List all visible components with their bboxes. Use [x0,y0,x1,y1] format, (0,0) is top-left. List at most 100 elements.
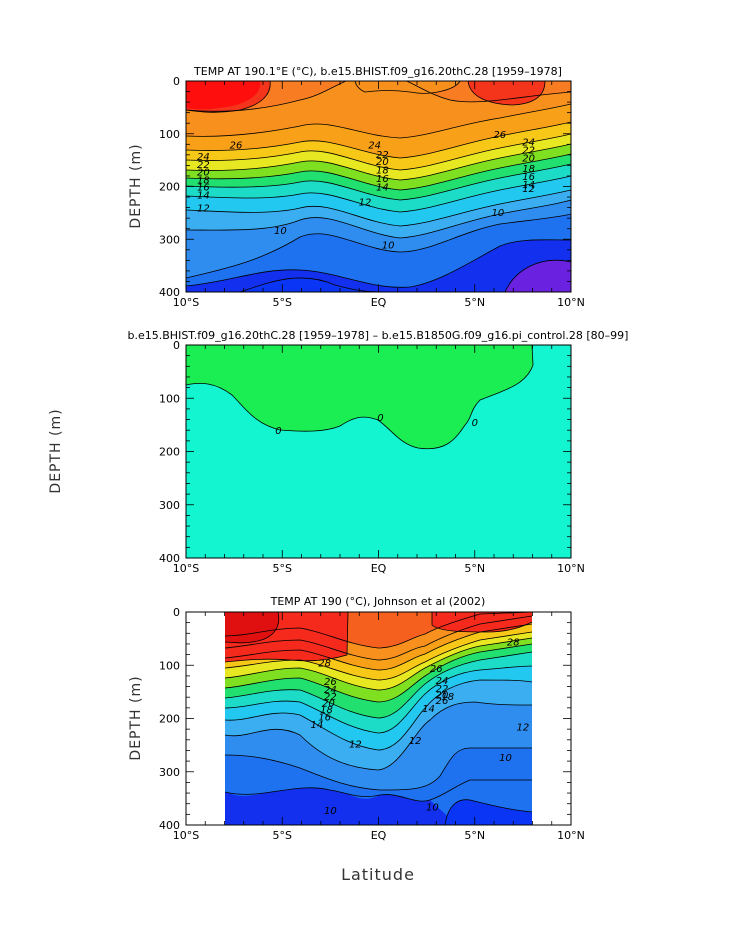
contour-label: 20 [436,691,449,702]
x-tick-label: EQ [371,562,387,575]
y-tick-label: 300 [159,499,180,512]
x-tick-label: 10°N [557,562,585,575]
contour-label: 10 [426,802,439,813]
y-tick-label: 200 [159,713,180,726]
contour-label: 18 [320,705,333,716]
x-tick-label: 5°S [273,296,292,309]
contour-label: 24 [522,138,535,149]
panel-1-axes: 10°S 5°S EQ 5°N 10°N 0 100 200 300 400 [159,75,585,309]
y-tick-label: 400 [159,552,180,565]
contour-label: 26 [493,130,506,141]
y-tick-label: 0 [173,339,180,352]
contour-label: 28 [507,637,520,648]
band-11 [186,214,571,288]
contour-label: 14 [422,704,435,715]
contour-label: 16 [376,174,389,185]
x-tick-label: EQ [371,829,387,842]
y-tick-label: 100 [159,659,180,672]
contour-label: 24 [436,676,449,687]
contour-label: 0 [472,418,478,429]
x-tick-label: 10°N [557,829,585,842]
contour-label: 10 [491,208,504,219]
contour-label: 10 [382,241,395,252]
contour-label: 14 [376,183,389,194]
contour-label: 18 [522,164,535,175]
panel-2-difference: b.e15.BHIST.f09_g16.20thC.28 ‍[1959–1978… [48,329,628,575]
contour-label: 10 [499,753,512,764]
contour-label: 22 [522,146,535,157]
y-tick-label: 200 [159,181,180,194]
band-20 [186,134,571,180]
contour-label: 14 [311,720,324,731]
contour-label: 10 [274,226,287,237]
band-16 [186,154,571,200]
x-tick-label: 10°N [557,296,585,309]
contour-label: 16 [197,183,210,194]
panel-1-contour-fills [186,81,571,292]
panel-1-title: TEMP AT 190.1°E (°C), b.e15.BHIST.f09_g1… [193,65,562,78]
panel-1-model-temperature: TEMP AT 190.1°E (°C), b.e15.BHIST.f09_g1… [128,65,585,309]
contour-label: 12 [517,722,530,733]
x-tick-label: 5°S [273,829,292,842]
panel-3-observations: TEMP AT 190 (°C), Johnson et al (2002) [128,595,585,884]
y-tick-label: 200 [159,446,180,459]
band-16 [225,644,532,718]
band-26 [186,81,571,138]
panel-2-title: b.e15.BHIST.f09_g16.20thC.28 ‍[1959–1978… [128,329,629,342]
contour-label: 20 [376,157,389,168]
contour-label: 10 [324,806,337,817]
panel-3-title: TEMP AT 190 (°C), Johnson et al (2002) [270,595,486,608]
y-tick-label: 300 [159,233,180,246]
panel-2-axes: 10°S 5°S EQ 5°N 10°N 0 100 200 300 400 [159,339,585,575]
band-14 [186,176,571,226]
contour-label: 26 [230,140,243,151]
contour-label: 26 [324,677,337,688]
y-tick-label: 400 [159,286,180,299]
band-13 [186,190,571,238]
contour-label: 22 [376,150,389,161]
y-tick-label: 100 [159,392,180,405]
contour-label: 18 [376,166,389,177]
panel-2-contour-fills [186,345,571,558]
band-positive [186,345,533,449]
contour-label: 16 [522,172,535,183]
band-12 [225,680,532,770]
band-11 [225,702,532,790]
band-18 [186,144,571,190]
band-12 [186,200,571,278]
contour-label: 12 [349,740,362,751]
band-20 [225,632,532,690]
contour-label: 24 [197,152,210,163]
panel-2-contour-labels: 0 0 0 [275,413,478,437]
band-15 [186,164,571,212]
band-22 [186,122,571,170]
contour-label: 22 [197,160,210,171]
panel-3-y-label: DEPTH (m) [128,675,144,760]
panel-1-y-label: DEPTH (m) [128,143,144,228]
x-tick-label: 10°S [173,829,199,842]
contour-label: 0 [377,413,383,424]
contour-label: 14 [197,190,210,201]
band-14 [225,652,532,733]
contour-label: 12 [197,204,210,215]
contour-label: 28 [318,659,331,670]
contour-label: 26 [436,696,449,707]
contour-label: 24 [324,685,337,696]
contour-label: 20 [197,168,210,179]
contour-label: 22 [324,692,337,703]
y-tick-label: 400 [159,819,180,832]
contour-label: 26 [430,664,443,675]
y-tick-label: 0 [173,75,180,88]
contour-label: 16 [318,712,331,723]
y-tick-label: 0 [173,606,180,619]
contour-label: 20 [322,699,335,710]
contour-label: 18 [197,176,210,187]
panel-1-contour-lines [186,81,571,292]
band-24 [186,104,571,158]
x-tick-label: 5°S [273,562,292,575]
contour-label: 12 [409,736,422,747]
x-tick-label: 5°N [464,829,485,842]
contour-label: 0 [275,426,281,437]
